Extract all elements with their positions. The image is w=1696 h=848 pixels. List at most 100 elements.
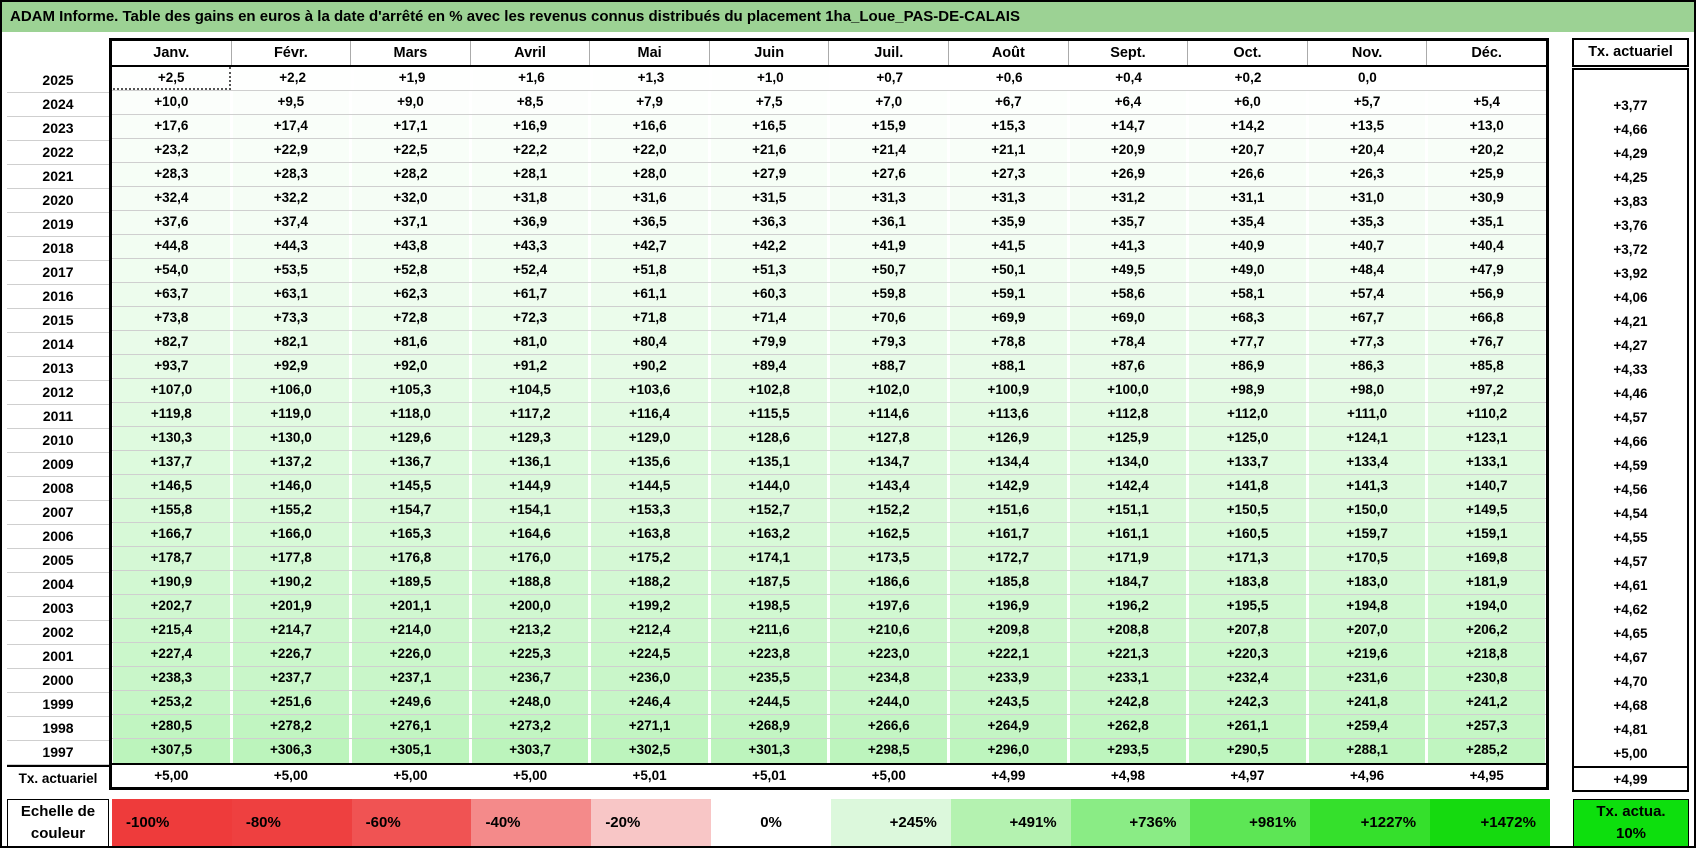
gain-cell[interactable]: +90,2 (591, 355, 708, 378)
tx-actuariel-cell[interactable]: +4,61 (1574, 574, 1687, 598)
gain-cell[interactable]: +91,2 (471, 355, 589, 378)
gain-cell[interactable]: +28,1 (471, 163, 589, 186)
tx-actuariel-cell[interactable] (1574, 70, 1687, 94)
gain-cell[interactable]: +268,9 (710, 715, 828, 738)
gain-cell[interactable]: +169,8 (1428, 547, 1545, 570)
gain-cell[interactable]: +199,2 (591, 595, 708, 618)
gain-cell[interactable]: +301,3 (710, 739, 828, 763)
gain-cell[interactable]: +28,2 (352, 163, 469, 186)
gain-cell[interactable]: +1,3 (592, 67, 710, 90)
gain-cell[interactable]: +106,0 (232, 379, 350, 402)
gain-cell[interactable]: +51,3 (710, 259, 828, 282)
gain-cell[interactable]: +92,9 (232, 355, 350, 378)
gain-cell[interactable]: +154,1 (471, 499, 589, 522)
gain-cell[interactable]: +303,7 (471, 739, 589, 763)
gain-cell[interactable]: +115,5 (710, 403, 828, 426)
gain-cell[interactable]: +163,2 (710, 523, 828, 546)
tx-actuariel-cell[interactable]: +3,72 (1574, 238, 1687, 262)
gain-cell[interactable]: +202,7 (113, 595, 230, 618)
tx-actuariel-month-cell[interactable]: +5,00 (512, 768, 548, 783)
tx-actuariel-cell[interactable]: +4,68 (1574, 694, 1687, 718)
gain-cell[interactable]: +251,6 (232, 691, 350, 714)
tx-actuariel-cell[interactable]: +4,56 (1574, 478, 1687, 502)
gain-cell[interactable]: +22,9 (232, 139, 350, 162)
gain-cell[interactable]: +151,1 (1069, 499, 1187, 522)
gain-cell[interactable]: +142,9 (950, 475, 1067, 498)
gain-cell[interactable]: +134,0 (1069, 451, 1187, 474)
gain-cell[interactable]: +130,0 (232, 427, 350, 450)
gain-cell[interactable]: +15,3 (950, 115, 1067, 138)
gain-cell[interactable]: +15,9 (830, 115, 948, 138)
gain-cell[interactable]: +17,1 (352, 115, 469, 138)
gain-cell[interactable]: +6,7 (950, 91, 1067, 114)
gain-cell[interactable]: +165,3 (352, 523, 469, 546)
gain-cell[interactable] (1428, 67, 1546, 90)
gain-cell[interactable]: +166,0 (232, 523, 350, 546)
col-header-month[interactable]: Nov. (1307, 41, 1428, 65)
tx-actuariel-cell[interactable]: +4,65 (1574, 622, 1687, 646)
tx-actuariel-cell[interactable]: +4,27 (1574, 334, 1687, 358)
gain-cell[interactable]: +242,3 (1189, 691, 1306, 714)
gain-cell[interactable]: +6,4 (1069, 91, 1187, 114)
gain-cell[interactable]: +62,3 (352, 283, 469, 306)
gain-cell[interactable]: +88,7 (830, 355, 948, 378)
gain-cell[interactable]: +187,5 (710, 571, 828, 594)
gain-cell[interactable]: +80,4 (591, 331, 708, 354)
row-year[interactable]: 2023 (7, 117, 109, 141)
gain-cell[interactable]: +82,7 (113, 331, 230, 354)
gain-cell[interactable]: +40,7 (1308, 235, 1426, 258)
gain-cell[interactable]: +63,7 (113, 283, 230, 306)
col-header-month[interactable]: Oct. (1188, 41, 1308, 65)
gain-cell[interactable]: +41,5 (950, 235, 1067, 258)
row-year[interactable]: 2005 (7, 549, 109, 573)
tx-actuariel-cell[interactable]: +4,66 (1574, 430, 1687, 454)
gain-cell[interactable]: +288,1 (1308, 739, 1426, 763)
gain-cell[interactable]: +214,7 (232, 619, 350, 642)
gain-cell[interactable]: +201,9 (232, 595, 350, 618)
gain-cell[interactable]: +161,1 (1069, 523, 1187, 546)
row-year[interactable]: 2022 (7, 141, 109, 165)
row-year[interactable]: 2001 (7, 645, 109, 669)
gain-cell[interactable]: +227,4 (113, 643, 230, 666)
gain-cell[interactable]: +5,7 (1308, 91, 1426, 114)
gain-cell[interactable]: +86,3 (1308, 355, 1426, 378)
gain-cell[interactable]: +6,0 (1189, 91, 1306, 114)
gain-cell[interactable]: +136,7 (352, 451, 469, 474)
tx-actuariel-cell[interactable]: +4,29 (1574, 142, 1687, 166)
gain-cell[interactable]: +135,6 (591, 451, 708, 474)
gain-cell[interactable]: +207,0 (1308, 619, 1426, 642)
gain-cell[interactable]: +127,8 (830, 427, 948, 450)
gain-cell[interactable]: +163,8 (591, 523, 708, 546)
tx-actuariel-cell[interactable]: +3,92 (1574, 262, 1687, 286)
gain-cell[interactable]: +28,0 (591, 163, 708, 186)
row-year[interactable]: 1998 (7, 717, 109, 741)
row-year[interactable]: 2020 (7, 189, 109, 213)
gain-cell[interactable]: +170,5 (1308, 547, 1426, 570)
gain-cell[interactable]: +22,5 (352, 139, 469, 162)
gain-cell[interactable]: +296,0 (950, 739, 1067, 763)
gain-cell[interactable]: +35,4 (1189, 211, 1306, 234)
gain-cell[interactable]: +2,5 (113, 67, 232, 90)
gain-cell[interactable]: +0,4 (1070, 67, 1187, 90)
tx-actuariel-month-cell[interactable]: +4,95 (1469, 768, 1504, 783)
gain-cell[interactable]: +244,0 (830, 691, 948, 714)
row-year[interactable]: 2006 (7, 525, 109, 549)
gain-cell[interactable]: +31,1 (1189, 187, 1306, 210)
gain-cell[interactable]: +61,7 (471, 283, 589, 306)
gain-cell[interactable]: +137,2 (232, 451, 350, 474)
gain-cell[interactable]: +66,8 (1428, 307, 1545, 330)
gain-cell[interactable]: +242,8 (1069, 691, 1187, 714)
gain-cell[interactable]: +129,0 (591, 427, 708, 450)
gain-cell[interactable]: +223,0 (830, 643, 948, 666)
gain-cell[interactable]: +93,7 (113, 355, 230, 378)
tx-actuariel-month-cell[interactable]: +5,00 (154, 768, 189, 783)
gain-cell[interactable]: +149,5 (1428, 499, 1545, 522)
row-year[interactable]: 2021 (7, 165, 109, 189)
gain-cell[interactable]: +58,1 (1189, 283, 1306, 306)
tx-actuariel-cell[interactable]: +3,77 (1574, 94, 1687, 118)
gain-cell[interactable]: +73,8 (113, 307, 230, 330)
gain-cell[interactable]: +177,8 (232, 547, 350, 570)
gain-cell[interactable]: +233,1 (1069, 667, 1187, 690)
tx-actuariel-cell[interactable]: +4,57 (1574, 550, 1687, 574)
gain-cell[interactable]: +27,3 (950, 163, 1067, 186)
